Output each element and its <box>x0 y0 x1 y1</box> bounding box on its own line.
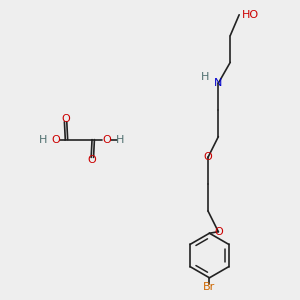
Text: O: O <box>51 135 60 145</box>
Text: H: H <box>39 135 47 145</box>
Text: Br: Br <box>203 282 216 292</box>
Text: O: O <box>204 152 212 162</box>
Text: O: O <box>103 135 111 145</box>
Text: O: O <box>88 155 96 165</box>
Text: O: O <box>214 227 223 237</box>
Text: H: H <box>116 135 124 145</box>
Text: O: O <box>61 114 70 124</box>
Text: N: N <box>214 78 223 88</box>
Text: HO: HO <box>242 10 259 20</box>
Text: H: H <box>201 72 209 82</box>
